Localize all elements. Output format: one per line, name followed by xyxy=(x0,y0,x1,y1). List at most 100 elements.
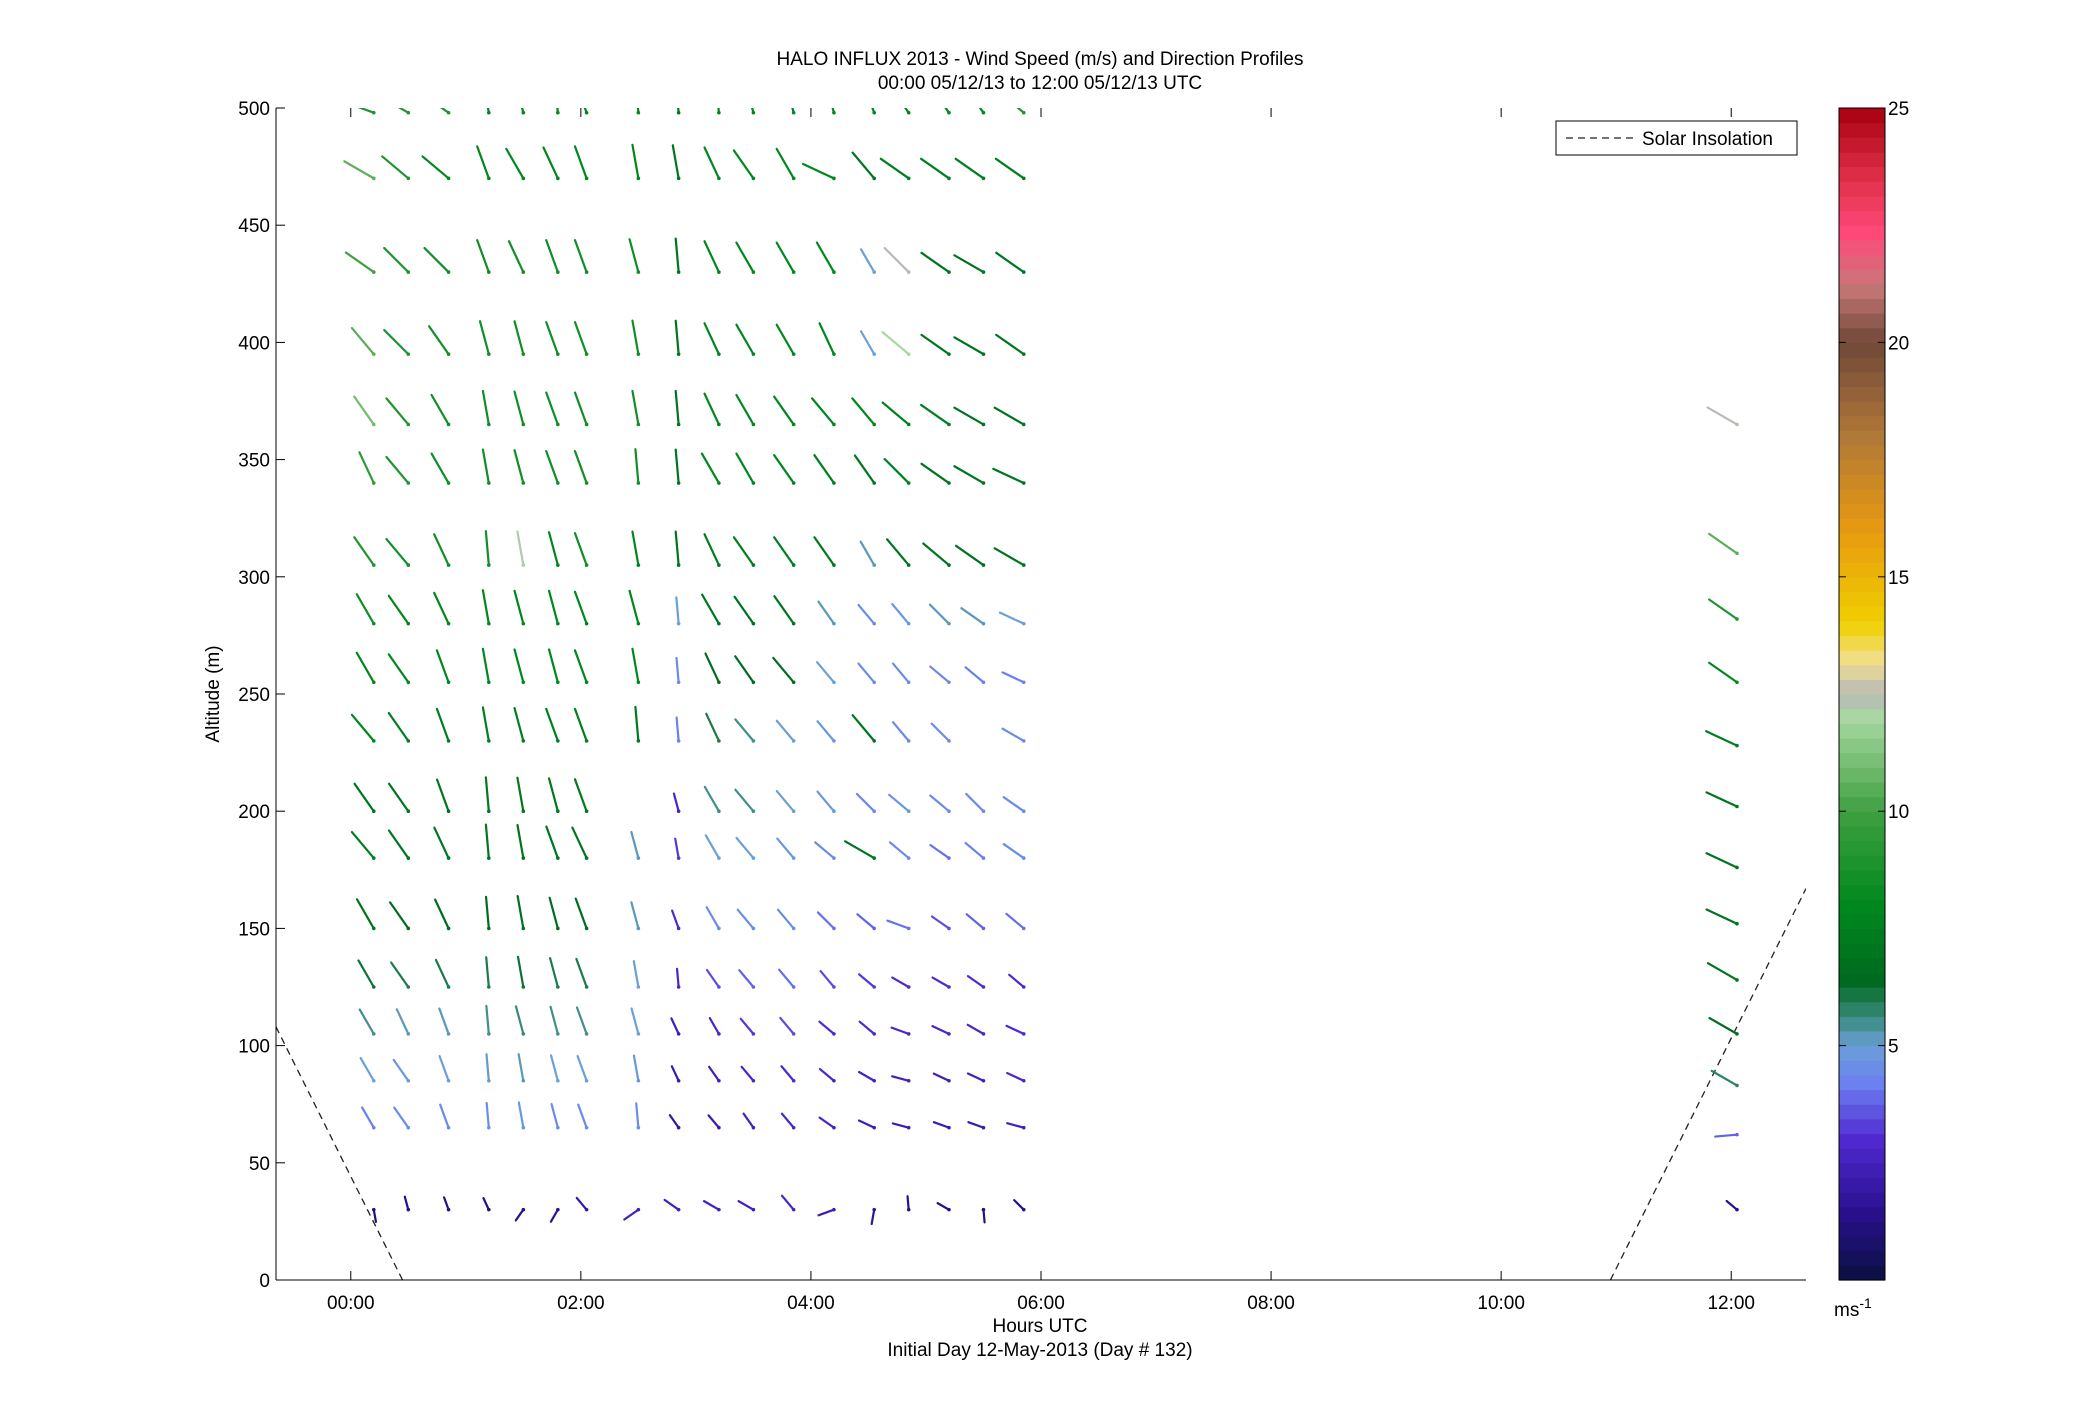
wind-vector xyxy=(704,834,720,860)
wind-vector-head xyxy=(832,563,836,567)
x-tick-label: 08:00 xyxy=(1247,1293,1295,1314)
colorbar-band xyxy=(1839,313,1885,329)
wind-vector xyxy=(439,108,450,114)
colorbar-band xyxy=(1839,1118,1885,1135)
wind-vector xyxy=(514,1005,525,1035)
wind-vector-head xyxy=(717,352,721,356)
wind-vector xyxy=(486,108,490,114)
wind-vector xyxy=(966,1072,985,1082)
wind-vector xyxy=(740,1065,755,1082)
wind-vector xyxy=(393,1106,410,1129)
wind-vector xyxy=(1706,962,1739,982)
colorbar-tick-label: 25 xyxy=(1888,99,1909,120)
wind-vector xyxy=(513,390,525,426)
wind-vector-head xyxy=(751,176,756,181)
wind-vector-head xyxy=(487,1207,491,1212)
colorbar-band xyxy=(1839,694,1885,710)
wind-vector xyxy=(623,1208,640,1221)
wind-vector-head xyxy=(832,739,836,743)
wind-vector xyxy=(671,909,680,930)
wind-vector-head xyxy=(1021,809,1026,813)
wind-vector xyxy=(920,333,951,356)
wind-vector-head xyxy=(676,481,681,485)
wind-vector xyxy=(1002,842,1025,860)
wind-vector xyxy=(888,793,910,813)
wind-vector xyxy=(735,241,755,274)
wind-vector xyxy=(507,240,525,274)
wind-vector xyxy=(577,1103,588,1129)
wind-vector xyxy=(995,251,1025,274)
wind-vector-head xyxy=(406,739,411,743)
y-tick-label: 450 xyxy=(238,216,270,237)
wind-vector-head xyxy=(872,481,876,485)
wind-vector-head xyxy=(636,739,641,743)
wind-vector xyxy=(1714,1133,1739,1138)
wind-vector xyxy=(881,401,910,426)
colorbar-gradient xyxy=(1839,108,1885,1281)
wind-vector xyxy=(513,320,525,356)
y-tick-label: 250 xyxy=(238,685,270,706)
wind-vector-head xyxy=(676,621,681,626)
wind-vector xyxy=(387,711,410,742)
wind-vector-head xyxy=(676,809,681,813)
colorbar-band xyxy=(1839,884,1885,900)
wind-vector-head xyxy=(556,176,560,181)
wind-vector xyxy=(775,147,795,180)
wind-vector xyxy=(780,1194,795,1211)
wind-vector xyxy=(573,532,588,567)
wind-vector-head xyxy=(832,270,836,274)
colorbar-tick-label: 15 xyxy=(1888,568,1909,589)
wind-vector-head xyxy=(832,1078,836,1083)
wind-vector xyxy=(703,392,720,426)
wind-vector-head xyxy=(981,110,986,115)
wind-vector-head xyxy=(1735,865,1739,870)
wind-vector xyxy=(751,108,755,114)
wind-vector-head xyxy=(717,985,721,989)
wind-vector xyxy=(671,144,680,180)
colorbar-band xyxy=(1839,1250,1885,1266)
wind-vector-head xyxy=(487,422,491,427)
wind-vector-head xyxy=(556,1125,560,1130)
wind-vector-head xyxy=(487,563,491,567)
colorbar-band xyxy=(1839,1162,1885,1179)
y-tick-label: 0 xyxy=(259,1271,270,1292)
wind-vector xyxy=(857,662,876,684)
wind-vector xyxy=(906,1195,910,1211)
wind-vector-head xyxy=(584,926,589,931)
wind-vector-head xyxy=(832,1125,836,1130)
wind-vector xyxy=(703,146,720,180)
wind-vector xyxy=(813,536,836,567)
wind-vector xyxy=(1705,791,1739,808)
wind-vector-head xyxy=(981,926,986,931)
wind-vector-head xyxy=(521,563,526,567)
wind-vector xyxy=(545,707,559,742)
wind-vector xyxy=(545,449,559,485)
wind-vector-head xyxy=(832,621,836,626)
wind-vector xyxy=(520,108,525,114)
colorbar-band xyxy=(1839,459,1885,475)
wind-vector-head xyxy=(584,739,589,743)
wind-vector-head xyxy=(1021,1125,1026,1130)
wind-vector xyxy=(513,706,525,742)
wind-vector-head xyxy=(584,680,589,685)
wind-vector-head xyxy=(791,926,796,931)
wind-vector xyxy=(549,1005,559,1035)
wind-vector xyxy=(573,145,588,180)
wind-vector xyxy=(575,1006,588,1035)
wind-vector-head xyxy=(791,1207,796,1212)
wind-vector xyxy=(920,462,951,485)
wind-vector xyxy=(1710,1069,1739,1087)
wind-vector xyxy=(516,955,525,989)
wind-vector xyxy=(705,968,720,989)
colorbar-band xyxy=(1839,899,1885,915)
wind-vector xyxy=(816,720,836,742)
wind-vector-head xyxy=(872,1207,876,1212)
wind-vector-head xyxy=(872,1078,876,1083)
wind-vector-head xyxy=(981,1078,986,1083)
wind-vector-head xyxy=(636,563,641,567)
wind-vector-head xyxy=(521,1207,526,1212)
wind-vector-head xyxy=(1735,680,1739,685)
wind-vector-head xyxy=(1735,921,1739,926)
chart-title: HALO INFLUX 2013 - Wind Speed (m/s) and … xyxy=(777,49,1304,70)
colorbar-band xyxy=(1839,855,1885,871)
